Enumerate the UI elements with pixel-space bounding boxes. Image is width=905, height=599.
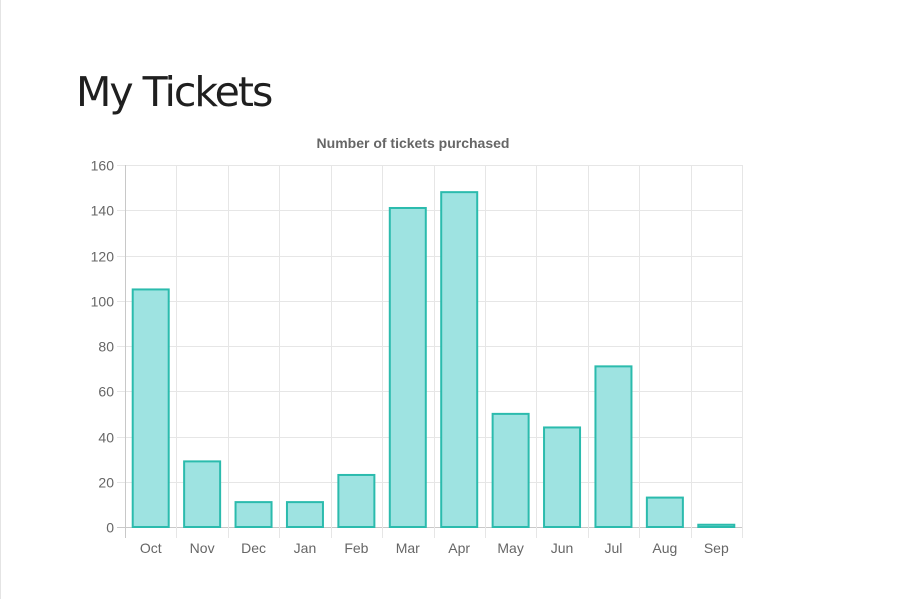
y-tick-label: 40 [98, 430, 114, 446]
x-tick-label: Nov [190, 540, 215, 556]
bar-mar [388, 206, 427, 529]
bar-jul [594, 365, 633, 528]
y-tick-label: 20 [98, 475, 114, 491]
y-tick-label: 140 [91, 203, 115, 219]
bar-jan [285, 501, 324, 528]
bar-jun [543, 426, 582, 529]
bar-may [491, 412, 530, 528]
bar-feb [337, 473, 376, 528]
x-tick-label: Jun [551, 540, 574, 556]
y-tick-label: 0 [106, 520, 114, 536]
y-tick-label: 120 [91, 249, 115, 265]
y-tick-label: 160 [91, 158, 115, 174]
page-left-border [0, 0, 1, 599]
chart-gridlines [117, 165, 743, 538]
chart-title: Number of tickets purchased [317, 135, 510, 151]
y-tick-label: 100 [91, 294, 115, 310]
x-tick-label: Dec [241, 540, 266, 556]
x-tick-label: May [497, 540, 523, 556]
page-title: My Tickets [76, 68, 273, 116]
chart-bars [131, 191, 736, 529]
bar-sep [697, 523, 736, 528]
chart-axes: 0 20 40 60 80 100 120 140 160 Oct Nov Dec Jan Feb Mar A… [91, 158, 729, 557]
x-tick-label: Sep [704, 540, 729, 556]
x-tick-label: Jul [605, 540, 623, 556]
x-tick-label: Mar [396, 540, 420, 556]
x-tick-label: Jan [294, 540, 317, 556]
y-tick-label: 60 [98, 384, 114, 400]
bar-oct [131, 288, 170, 528]
bar-dec [234, 501, 273, 528]
x-tick-label: Apr [448, 540, 470, 556]
x-tick-label: Oct [140, 540, 162, 556]
bar-aug [645, 496, 684, 528]
x-tick-label: Feb [344, 540, 368, 556]
bar-apr [440, 191, 479, 528]
y-tick-label: 80 [98, 339, 114, 355]
bar-nov [183, 460, 222, 529]
x-tick-label: Aug [652, 540, 677, 556]
